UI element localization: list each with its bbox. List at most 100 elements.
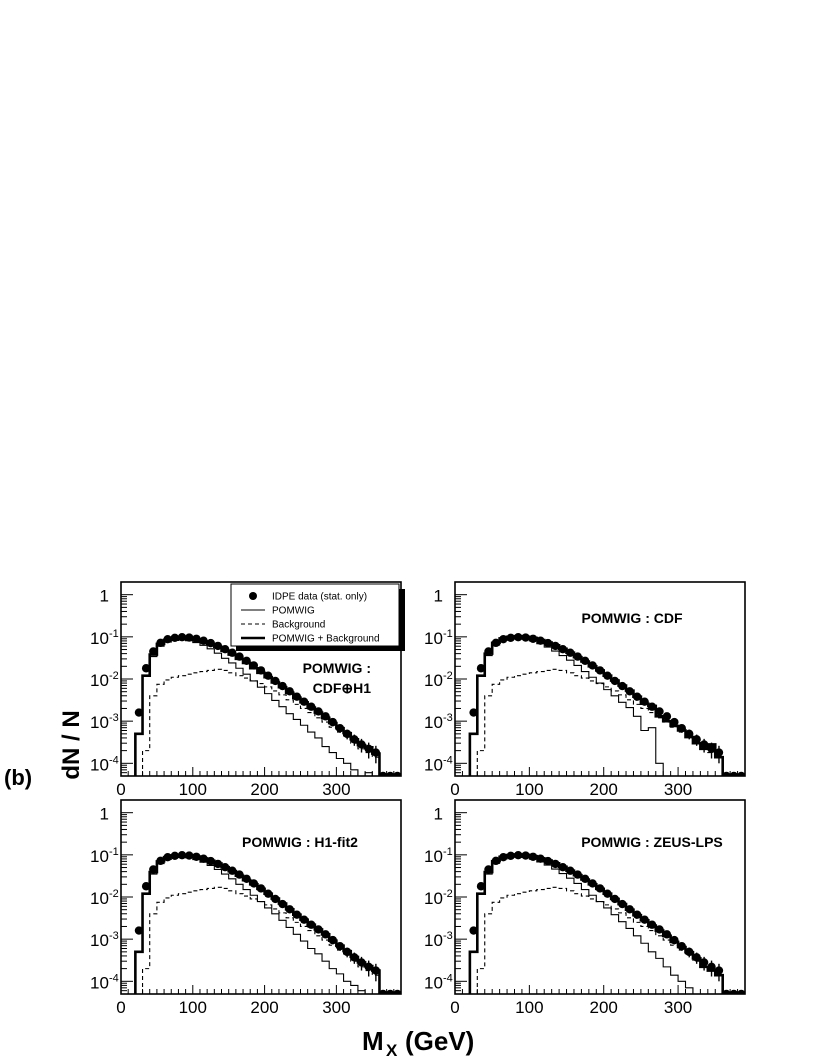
series-thick-line: [468, 853, 724, 994]
series-thick-line: [134, 853, 381, 994]
x-tick-label: 200: [590, 998, 618, 1017]
x-tick-label: 0: [116, 780, 125, 799]
x-axis-title: M X (GeV): [362, 1026, 474, 1058]
legend-label-data: IDPE data (stat. only): [272, 592, 367, 603]
data-point: [393, 771, 401, 776]
y-tick-label: 10: [424, 889, 443, 908]
data-point: [714, 966, 724, 975]
y-tick-label: 10: [90, 931, 109, 950]
x-tick-label: 300: [322, 998, 350, 1017]
x-tick-label: 100: [179, 780, 207, 799]
y-tick-label: 10: [424, 931, 443, 950]
legend: IDPE data (stat. only) POMWIG Background…: [230, 583, 405, 651]
y-tick-label: 1: [100, 805, 109, 824]
data-point: [737, 989, 745, 994]
y-tick-label-exponent: -3: [443, 930, 453, 942]
data-point: [707, 744, 716, 754]
y-tick-label-exponent: -4: [109, 754, 119, 766]
series-thick-line: [134, 636, 381, 776]
y-tick-label: 10: [424, 713, 443, 732]
series-dashed-line: [141, 886, 381, 994]
data-point: [476, 664, 486, 673]
data-point: [141, 664, 151, 673]
y-tick-label: 10: [90, 755, 109, 774]
panel-title: POMWIG : ZEUS-LPS: [581, 834, 723, 850]
x-tick-label: 200: [250, 780, 278, 799]
x-axis-title-unit: (GeV): [405, 1026, 474, 1056]
y-tick-label-exponent: -1: [443, 846, 453, 858]
y-tick-label: 10: [90, 713, 109, 732]
y-tick-label-exponent: -3: [109, 712, 119, 724]
y-tick-label-exponent: -3: [443, 712, 453, 724]
data-point: [707, 962, 716, 972]
y-tick-label: 1: [100, 587, 109, 606]
x-tick-label: 300: [664, 780, 692, 799]
y-tick-label: 10: [424, 973, 443, 992]
legend-marker-data: [249, 592, 257, 600]
y-tick-label: 10: [424, 671, 443, 690]
y-tick-label: 10: [424, 847, 443, 866]
panel-title: POMWIG : H1-fit2: [242, 834, 358, 850]
data-point: [722, 989, 731, 994]
x-tick-label: 0: [116, 998, 125, 1017]
y-tick-label: 1: [434, 805, 443, 824]
data-point: [386, 771, 395, 776]
data-point: [393, 989, 401, 994]
data-point: [134, 926, 144, 935]
series-thick-line: [468, 634, 724, 776]
y-tick-label-exponent: -2: [443, 670, 453, 682]
data-point: [378, 989, 388, 994]
y-tick-label: 10: [90, 973, 109, 992]
y-tick-label-exponent: -4: [443, 972, 453, 984]
y-tick-label-exponent: -1: [109, 846, 119, 858]
data-point: [699, 740, 709, 749]
series-thin-line: [469, 856, 701, 994]
data-point: [737, 771, 745, 776]
x-axis-title-subscript: X: [386, 1041, 398, 1058]
data-point: [469, 708, 478, 717]
x-tick-label: 100: [179, 998, 207, 1017]
y-tick-label-exponent: -4: [443, 754, 453, 766]
series-dashed-line: [141, 668, 381, 776]
y-tick-label: 1: [434, 587, 443, 606]
y-tick-label-exponent: -1: [109, 628, 119, 640]
data-point: [670, 717, 679, 727]
x-tick-label: 300: [664, 998, 692, 1017]
series-group: [134, 851, 401, 994]
data-point: [469, 926, 478, 935]
y-tick-label-exponent: -2: [443, 888, 453, 900]
legend-box: [230, 583, 400, 647]
y-tick-label: 10: [90, 889, 109, 908]
x-tick-label: 100: [515, 998, 543, 1017]
legend-label-sum: POMWIG + Background: [272, 634, 380, 645]
y-tick-label-exponent: -3: [109, 930, 119, 942]
y-tick-label-exponent: -2: [109, 888, 119, 900]
data-point: [378, 771, 388, 776]
legend-label-background: Background: [272, 620, 325, 631]
figure-label: (b): [4, 765, 32, 790]
series-group: [468, 633, 745, 776]
y-tick-label: 10: [424, 629, 443, 648]
panel-title: POMWIG : CDF⊕H1: [303, 660, 372, 696]
y-tick-label-exponent: -2: [109, 670, 119, 682]
data-point: [699, 958, 709, 967]
x-tick-label: 300: [322, 780, 350, 799]
panel-title: POMWIG : CDF: [581, 610, 683, 626]
series-thin-line: [469, 637, 686, 776]
data-point: [692, 735, 701, 744]
y-tick-label: 10: [424, 755, 443, 774]
y-tick-label-exponent: -1: [443, 628, 453, 640]
data-point: [662, 712, 672, 721]
legend-label-pomwig: POMWIG: [272, 606, 315, 617]
data-point: [141, 882, 151, 891]
y-axis-title: dN / N: [58, 710, 85, 779]
series-group: [134, 633, 401, 776]
y-tick-label: 10: [90, 671, 109, 690]
x-tick-label: 100: [515, 780, 543, 799]
data-point: [714, 748, 724, 757]
